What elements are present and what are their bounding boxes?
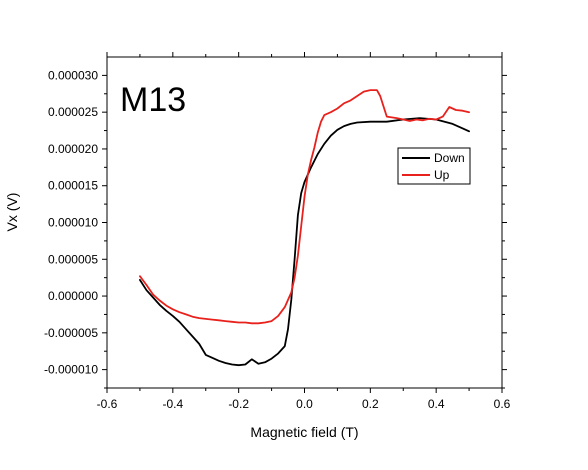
series-line-up [138,89,471,325]
x-tick-label: -0.2 [228,397,249,411]
x-tick-label: -0.6 [97,397,118,411]
y-axis-title: Vx (V) [4,193,20,232]
legend-box [397,147,471,185]
legend-label-up: Up [434,168,450,182]
y-tick-label: 0.000000 [48,289,98,303]
x-tick-label: 0.2 [362,397,379,411]
y-tick-label: 0.000025 [48,105,98,119]
x-axis-title: Magnetic field (T) [250,424,358,440]
x-tick-label: 0.6 [494,397,511,411]
y-tick-label: -0.000005 [44,326,98,340]
x-tick-label: 0.0 [296,397,313,411]
x-tick-label: -0.4 [162,397,183,411]
y-tick-label: 0.000010 [48,216,98,230]
panel-label: M13 [120,81,186,119]
tick-layer: -0.6 -0.4 -0.2 0.0 0.2 0.4 0.6 -0.000010 -0.0000… [44,52,511,411]
series-layer [138,89,471,367]
legend: Down Up [397,147,471,185]
y-tick-label: 0.000005 [48,252,98,266]
y-tick-label: -0.000010 [44,363,98,377]
y-tick-label: 0.000015 [48,179,98,193]
y-tick-label: 0.000030 [48,68,98,82]
series-line-down [138,117,471,367]
y-tick-label: 0.000020 [48,142,98,156]
x-tick-label: 0.4 [428,397,445,411]
legend-label-down: Down [434,151,465,165]
